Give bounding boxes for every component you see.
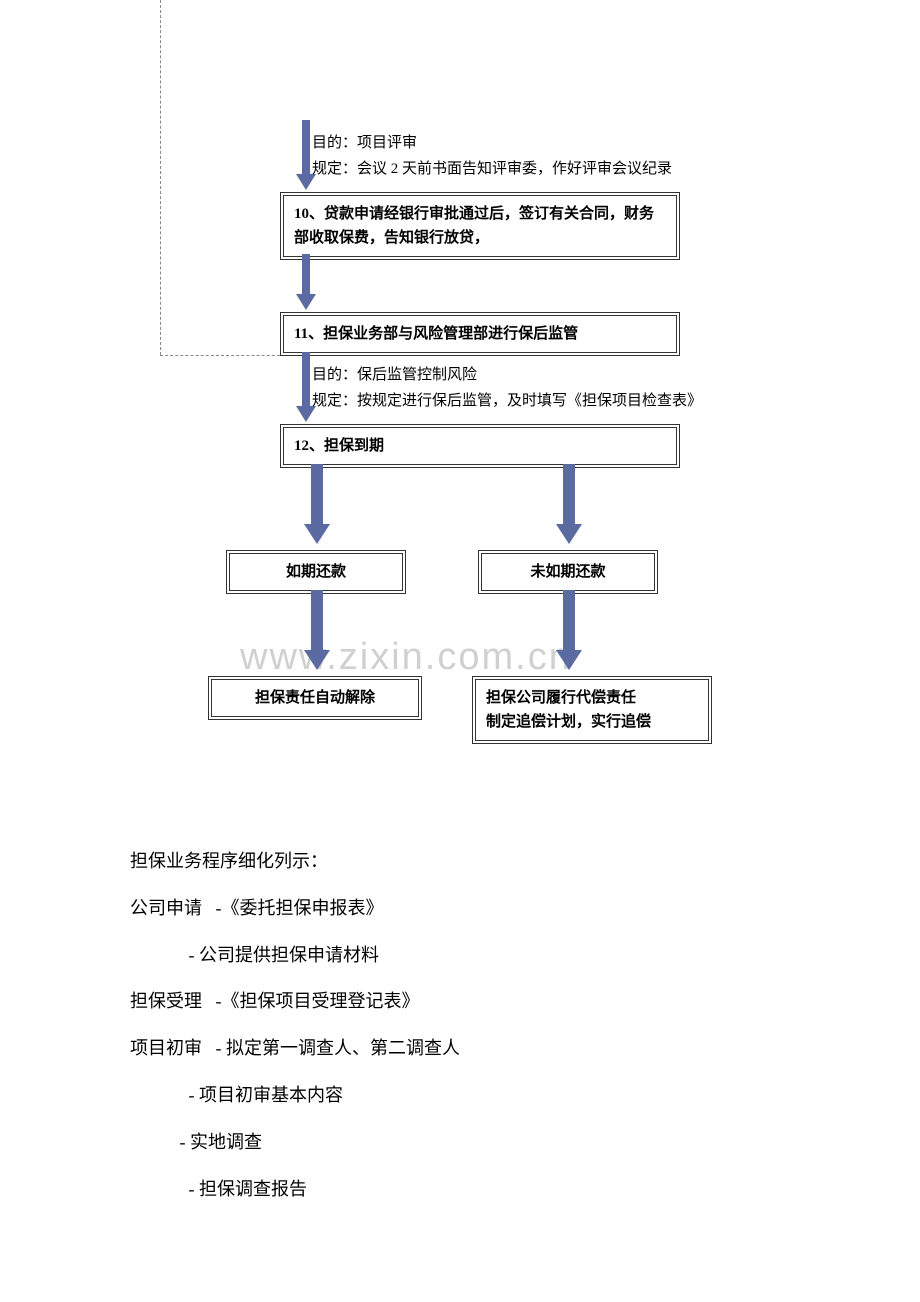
flow-box-11: 11、担保业务部与风险管理部进行保后监管: [280, 312, 680, 356]
body-line6: - 实地调查: [130, 1119, 790, 1166]
body-line3: 担保受理 -《担保项目受理登记表》: [130, 978, 790, 1025]
flow-box-12: 12、担保到期: [280, 424, 680, 468]
body-line5: - 项目初审基本内容: [130, 1072, 790, 1119]
flow-box-not-on-time: 未如期还款: [478, 550, 658, 594]
box10-text: 10、贷款申请经银行审批通过后，签订有关合同，财务部收取保费，告知银行放贷，: [294, 206, 654, 246]
arrow-to-on-time: [304, 464, 330, 544]
compensate-line2: 制定追偿计划，实行追偿: [486, 710, 698, 734]
dashed-border-left: [160, 0, 161, 355]
compensate-line1: 担保公司履行代偿责任: [486, 686, 698, 710]
not-on-time-text: 未如期还款: [530, 564, 605, 580]
page-container: 目的：项目评审 规定：会议 2 天前书面告知评审委，作好评审会议纪录 10、贷款…: [0, 0, 920, 1302]
flow-box-on-time: 如期还款: [226, 550, 406, 594]
arrow-to-not-on-time: [556, 464, 582, 544]
box12-text: 12、担保到期: [294, 438, 384, 454]
body-line7: - 担保调查报告: [130, 1166, 790, 1213]
body-line4: 项目初审 - 拟定第一调查人、第二调查人: [130, 1025, 790, 1072]
annotation-rule-2: 规定：按规定进行保后监管，及时填写《担保项目检查表》: [312, 389, 702, 415]
watermark-text: www.zixin.com.cn: [240, 636, 572, 679]
arrow-to-box11: [296, 254, 316, 310]
arrow-to-auto-release: [304, 590, 330, 670]
flow-box-10: 10、贷款申请经银行审批通过后，签订有关合同，财务部收取保费，告知银行放贷，: [280, 192, 680, 260]
body-title: 担保业务程序细化列示：: [130, 838, 790, 885]
dashed-border-bottom: [160, 355, 290, 356]
auto-release-text: 担保责任自动解除: [255, 690, 375, 706]
body-text-section: 担保业务程序细化列示： 公司申请 -《委托担保申报表》 - 公司提供担保申请材料…: [130, 838, 790, 1212]
annotation-purpose-1: 目的：项目评审: [312, 131, 417, 157]
on-time-text: 如期还款: [286, 564, 346, 580]
box11-text: 11、担保业务部与风险管理部进行保后监管: [294, 326, 578, 342]
body-line2: - 公司提供担保申请材料: [130, 932, 790, 979]
arrow-to-compensate: [556, 590, 582, 670]
annotation-purpose-2: 目的：保后监管控制风险: [312, 363, 477, 389]
body-line1: 公司申请 -《委托担保申报表》: [130, 885, 790, 932]
annotation-rule-1: 规定：会议 2 天前书面告知评审委，作好评审会议纪录: [312, 157, 672, 183]
flow-box-compensate: 担保公司履行代偿责任 制定追偿计划，实行追偿: [472, 676, 712, 744]
flow-box-auto-release: 担保责任自动解除: [208, 676, 422, 720]
